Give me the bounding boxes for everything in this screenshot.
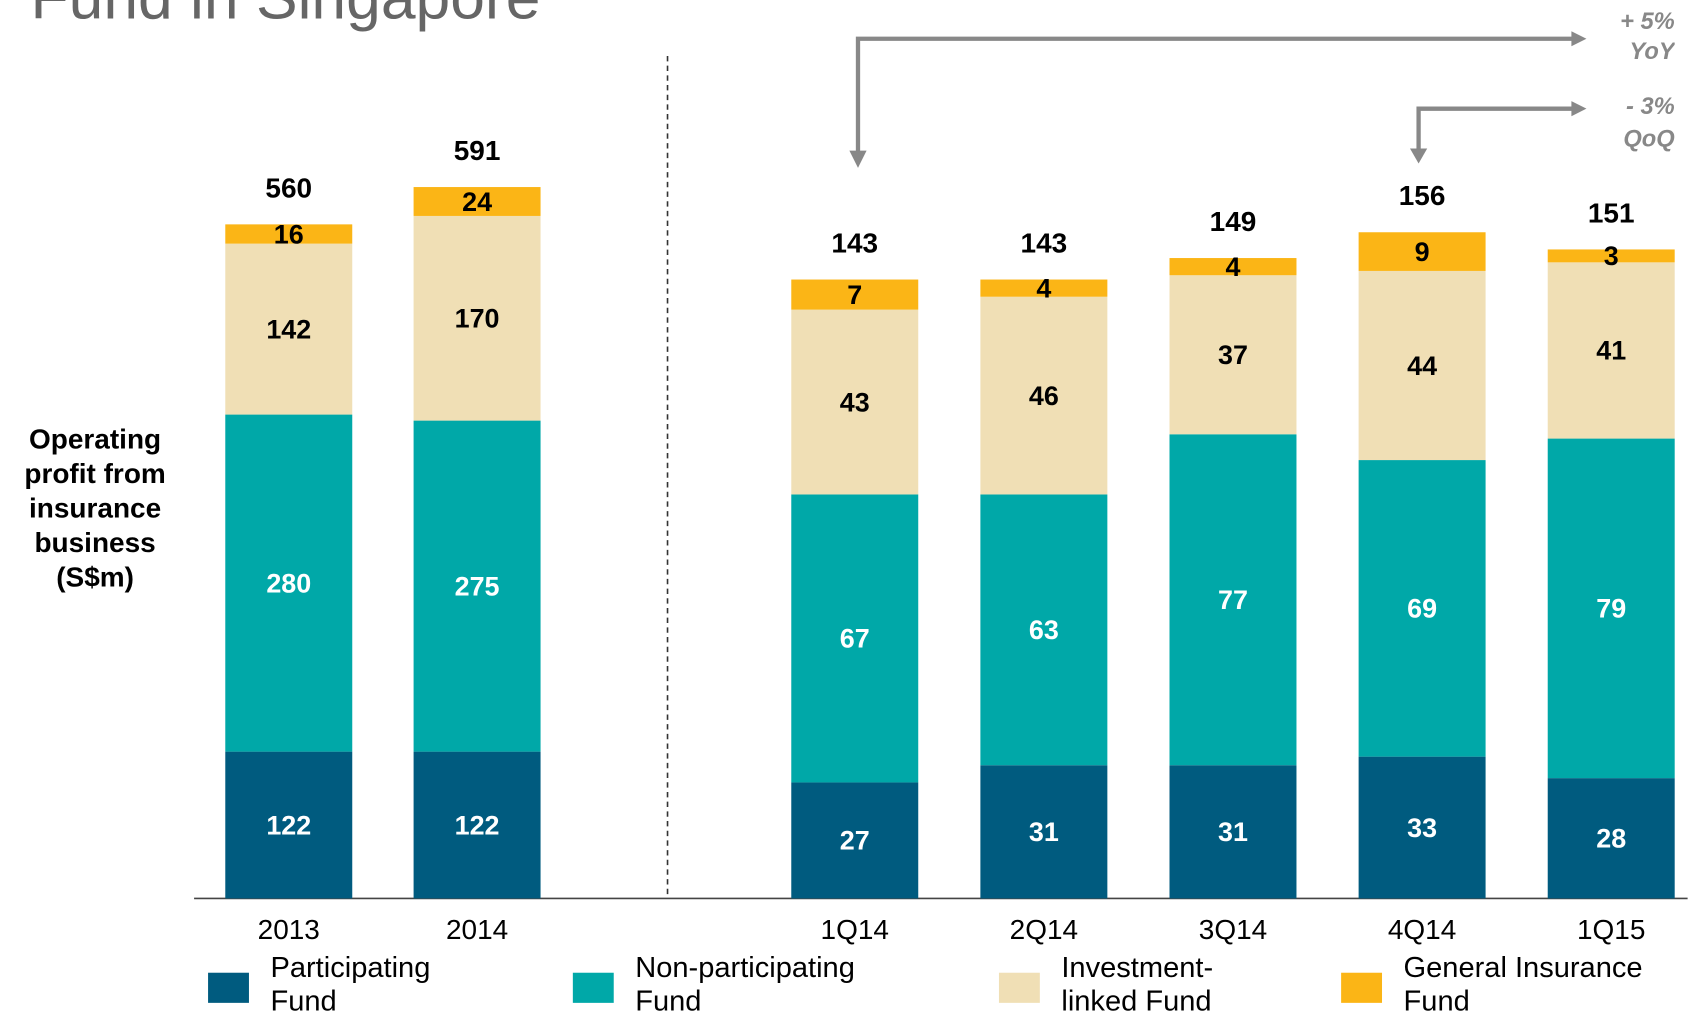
data-label: 41	[1596, 336, 1626, 366]
bar-segment	[1358, 232, 1486, 271]
bar-segment	[791, 309, 919, 495]
arrows	[855, 36, 1574, 153]
arrowheads	[849, 31, 1587, 168]
annotation-box: - 3% QoQ	[1623, 92, 1675, 152]
arrowhead	[1571, 101, 1587, 117]
bar-segment	[791, 279, 919, 310]
bar-segment	[1358, 270, 1486, 461]
legend-swatch	[998, 972, 1040, 1003]
title: Fund in Singapore	[31, 0, 541, 33]
bar-segment	[980, 279, 1108, 297]
x-tick-label: 1Q14	[821, 914, 889, 945]
bar-segment	[413, 751, 541, 899]
bar-segment	[225, 414, 353, 752]
bar-segment	[413, 420, 541, 752]
bar-segment	[1169, 275, 1297, 435]
legend-label: Participating Fund	[270, 951, 431, 1017]
data-label: 31	[1218, 817, 1248, 847]
annotation-box: + 5% YoY	[1620, 7, 1675, 65]
bar-segment	[1169, 434, 1297, 766]
y-axis-label: Operating profit from insurance business…	[24, 422, 166, 593]
data-label: 67	[840, 624, 870, 654]
total-label: 151	[1588, 197, 1635, 228]
data-label: 280	[266, 568, 311, 598]
bar-segment	[1358, 460, 1486, 757]
annotation: + 5% YoY	[1620, 7, 1675, 65]
legend-label-box: Non-participating Fund	[635, 951, 855, 1017]
bar-segment	[980, 296, 1108, 495]
data-label: 28	[1596, 824, 1626, 854]
bar-segment	[980, 765, 1108, 899]
data-label: 142	[266, 314, 311, 344]
bar-segment	[225, 224, 353, 244]
bar-segment	[791, 494, 919, 783]
bar-segment	[1169, 258, 1297, 276]
legend-label: Non-participating Fund	[635, 951, 855, 1017]
data-label: 4	[1036, 273, 1051, 303]
data-label: 122	[455, 810, 500, 840]
data-label: 7	[847, 280, 862, 310]
data-label: 9	[1415, 237, 1430, 267]
data-label: 122	[266, 810, 311, 840]
data-label: 24	[462, 187, 492, 217]
data-label: 69	[1407, 594, 1437, 624]
bar-segment	[980, 494, 1108, 766]
x-tick-label: 1Q15	[1577, 914, 1645, 945]
annotation: - 3% QoQ	[1623, 92, 1675, 152]
legend-label: Investment-linked Fund	[1061, 951, 1214, 1017]
data-label: 46	[1029, 381, 1059, 411]
total-label: 591	[454, 135, 501, 166]
data-label: 37	[1218, 340, 1248, 370]
arrowhead	[849, 150, 867, 168]
bar-segment	[225, 243, 353, 415]
total-label: 149	[1210, 206, 1257, 237]
bar-segment	[1358, 756, 1486, 899]
bar-segment	[791, 782, 919, 899]
data-label: 77	[1218, 585, 1248, 615]
data-label: 16	[274, 219, 304, 249]
legend-swatch	[1341, 972, 1383, 1003]
bar-segment	[413, 187, 541, 216]
data-label: 27	[840, 826, 870, 856]
y-axis-label-box: Operating profit from insurance business…	[24, 422, 166, 593]
total-label: 143	[1021, 227, 1068, 258]
legend-label: General Insurance Fund	[1403, 951, 1643, 1017]
bar-segment	[1547, 778, 1675, 899]
legend-swatch	[208, 972, 249, 1003]
qoq-arrow	[1416, 106, 1574, 151]
bar-segment	[1547, 262, 1675, 439]
x-tick-label: 2014	[446, 914, 508, 945]
bar-segment	[413, 215, 541, 421]
data-label: 31	[1029, 817, 1059, 847]
bar-segment	[1169, 765, 1297, 899]
arrowhead	[1409, 148, 1428, 164]
bar-segment	[1547, 249, 1675, 263]
x-tick-label: 2013	[258, 914, 320, 945]
data-label: 43	[840, 387, 870, 417]
legend-label-box: General Insurance Fund	[1403, 951, 1643, 1017]
total-label: 560	[265, 172, 312, 203]
data-label: 170	[455, 304, 500, 334]
data-label: 33	[1407, 813, 1437, 843]
arrowhead	[1571, 31, 1587, 47]
bar-segment	[225, 751, 353, 899]
yoy-arrow	[855, 36, 1574, 153]
x-tick-label: 2Q14	[1010, 914, 1078, 945]
data-label: 44	[1407, 351, 1437, 381]
total-label: 143	[831, 227, 878, 258]
legend-label-box: Participating Fund	[270, 951, 431, 1017]
total-label: 156	[1399, 180, 1446, 211]
bar-segment	[1547, 438, 1675, 779]
data-label: 3	[1604, 241, 1619, 271]
legend-label-box: Investment-linked Fund	[1061, 951, 1214, 1017]
data-label: 63	[1029, 615, 1059, 645]
x-tick-label: 4Q14	[1388, 914, 1456, 945]
data-label: 4	[1226, 252, 1241, 282]
legend-swatch	[572, 972, 614, 1003]
data-label: 79	[1596, 594, 1626, 624]
x-tick-label: 3Q14	[1199, 914, 1267, 945]
data-label: 275	[455, 571, 500, 601]
